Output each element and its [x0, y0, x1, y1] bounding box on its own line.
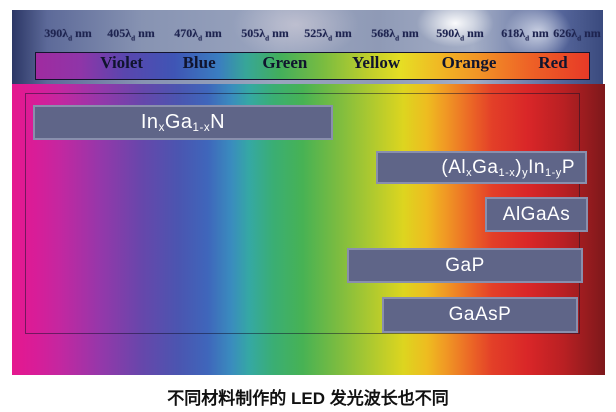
material-bar-algainp: (AlxGa1-x)yIn1-yP [376, 151, 587, 184]
color-label-violet: Violet [100, 53, 144, 72]
wavelength-label-568: 568λd nm [371, 26, 419, 43]
wavelength-label-390: 390λd nm [44, 26, 92, 43]
wavelength-label-505: 505λd nm [241, 26, 289, 43]
material-formula-algainp: (AlxGa1-x)yIn1-yP [441, 156, 575, 179]
wavelength-label-525: 525λd nm [304, 26, 352, 43]
material-formula-ingan: InxGa1-xN [140, 111, 226, 135]
wavelength-label-590: 590λd nm [436, 26, 484, 43]
color-label-yellow: Yellow [352, 53, 401, 72]
color-label-blue: Blue [182, 53, 216, 72]
wavelength-label-626: 626λd nm [553, 26, 601, 43]
material-formula-gaasp: GaAsP [448, 304, 512, 325]
color-label-red: Red [538, 53, 568, 72]
wavelength-label-618: 618λd nm [501, 26, 549, 43]
wavelength-label-row: 390λd nm 405λd nm 470λd nm 505λd nm 525λ… [0, 26, 616, 44]
color-label-orange: Orange [441, 53, 497, 72]
color-label-green: Green [262, 53, 308, 72]
material-bar-ingan: InxGa1-xN [33, 105, 333, 140]
figure-caption: 不同材料制作的 LED 发光波长也不同 [167, 389, 449, 408]
material-bar-gap: GaP [347, 248, 583, 283]
wavelength-label-470: 470λd nm [174, 26, 222, 43]
material-formula-algaas: AlGaAs [502, 203, 571, 225]
material-bar-algaas: AlGaAs [485, 197, 588, 232]
color-name-band: Violet Blue Green Yellow Orange Red [35, 52, 590, 80]
wavelength-label-405: 405λd nm [107, 26, 155, 43]
material-bar-gaasp: GaAsP [382, 297, 578, 333]
material-formula-gap: GaP [445, 254, 485, 276]
